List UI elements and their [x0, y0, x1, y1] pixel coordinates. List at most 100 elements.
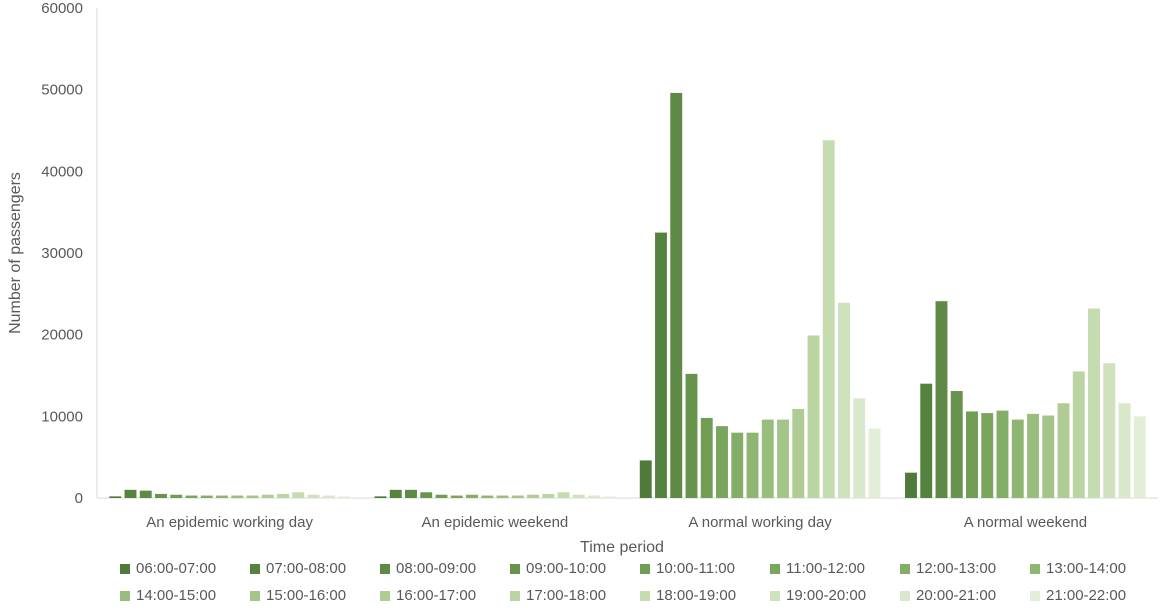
bar [1042, 415, 1055, 498]
legend-swatch [510, 563, 520, 574]
legend-swatch [900, 590, 910, 601]
bar [950, 391, 963, 498]
legend-swatch [770, 590, 780, 601]
y-tick-label: 40000 [41, 163, 83, 180]
bar [155, 493, 167, 498]
bar [1011, 419, 1024, 498]
bar [231, 495, 244, 498]
chart-svg: 0 10000 20000 30000 40000 50000 60000 An epide… [7, 0, 1158, 556]
bar [639, 460, 652, 498]
legend-label: 12:00-13:00 [916, 560, 997, 577]
bar [905, 472, 917, 498]
bar [853, 398, 866, 498]
bar [981, 413, 994, 498]
legend-label: 08:00-09:00 [396, 560, 477, 577]
x-axis-ticks: An epidemic working day An epidemic weeke… [146, 514, 1087, 531]
bar [216, 495, 228, 498]
bar [124, 489, 137, 498]
legend-swatch [250, 563, 260, 574]
bar [405, 489, 417, 498]
bar [542, 493, 555, 498]
bar [807, 335, 820, 498]
x-tick-label: A normal weekend [964, 514, 1087, 531]
bar [1118, 403, 1131, 498]
bar [389, 489, 402, 498]
bar [1057, 403, 1070, 498]
legend-item: 19:00-20:00 [770, 587, 900, 604]
legend-swatch [120, 563, 130, 574]
bar [139, 490, 152, 498]
x-tick-label: An epidemic weekend [422, 514, 569, 531]
legend-label: 17:00-18:00 [526, 587, 607, 604]
bar [307, 494, 320, 498]
bar [338, 496, 350, 498]
legend-label: 14:00-15:00 [136, 587, 217, 604]
bar [777, 419, 789, 498]
bar [185, 495, 198, 498]
legend-label: 11:00-12:00 [786, 560, 865, 577]
legend-swatch [640, 563, 650, 574]
bar [670, 92, 683, 499]
bar [466, 494, 478, 498]
y-axis-title: Number of passengers [7, 172, 24, 334]
bar [655, 232, 667, 498]
x-tick-label: A normal working day [688, 514, 832, 531]
bar [322, 495, 335, 498]
y-tick-label: 60000 [41, 0, 83, 17]
bar [292, 492, 305, 498]
bar [374, 496, 387, 498]
y-tick-label: 20000 [41, 327, 83, 344]
bar [246, 495, 259, 498]
legend-swatch [380, 563, 390, 574]
legend-label: 09:00-10:00 [526, 560, 607, 577]
legend-item: 11:00-12:00 [770, 560, 900, 577]
bar [200, 495, 213, 498]
bar [920, 383, 933, 498]
bar [868, 428, 881, 498]
bar [716, 426, 728, 498]
bar [996, 410, 1009, 498]
legend-label: 19:00-20:00 [786, 587, 867, 604]
legend-swatch [120, 590, 130, 601]
y-tick-label: 0 [75, 490, 83, 507]
bar [966, 411, 978, 498]
bar [935, 301, 948, 498]
x-axis-title: Time period [580, 539, 664, 556]
bar [1027, 413, 1039, 498]
legend-item: 06:00-07:00 [120, 560, 250, 577]
bar [435, 494, 448, 498]
bar [1088, 308, 1100, 498]
legend-swatch [1030, 563, 1040, 574]
legend-swatch [1030, 590, 1040, 601]
legend-item: 15:00-16:00 [250, 587, 380, 604]
bar [761, 419, 774, 498]
legend-swatch [770, 563, 780, 574]
bar [481, 495, 494, 498]
bar [261, 494, 274, 498]
bar [420, 492, 433, 498]
bar [557, 492, 570, 498]
legend-label: 20:00-21:00 [916, 587, 997, 604]
bar [1103, 363, 1116, 498]
legend-label: 18:00-19:00 [656, 587, 737, 604]
bar [170, 494, 183, 498]
legend-item: 07:00-08:00 [250, 560, 380, 577]
bar [450, 495, 463, 498]
legend-item: 16:00-17:00 [380, 587, 510, 604]
legend-label: 21:00-22:00 [1046, 587, 1127, 604]
legend-item: 12:00-13:00 [900, 560, 1030, 577]
legend-label: 07:00-08:00 [266, 560, 347, 577]
legend-label: 15:00-16:00 [266, 587, 347, 604]
legend-swatch [380, 590, 390, 601]
legend-swatch [250, 590, 260, 601]
bar [838, 302, 850, 498]
bar [109, 496, 122, 498]
bar [1133, 416, 1146, 498]
y-tick-label: 30000 [41, 245, 83, 262]
y-axis-ticks: 0 10000 20000 30000 40000 50000 60000 [41, 0, 83, 507]
bar [603, 496, 616, 498]
legend: 06:00-07:00 07:00-08:00 08:00-09:00 09:00-1… [120, 560, 1160, 604]
legend-swatch [640, 590, 650, 601]
bar [572, 494, 585, 498]
y-tick-label: 10000 [41, 408, 83, 425]
